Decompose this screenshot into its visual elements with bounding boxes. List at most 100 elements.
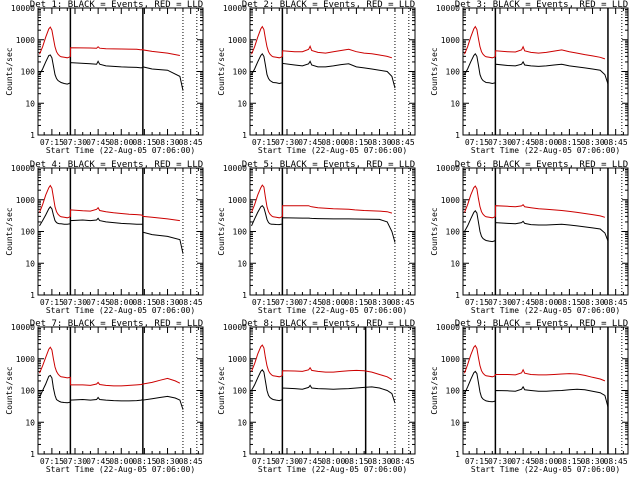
series-line-events xyxy=(464,52,609,85)
y-tick-label: 1 xyxy=(242,131,247,140)
plot-frame xyxy=(37,326,204,455)
x-tick-label: 08:30 xyxy=(367,298,391,307)
y-tick-label: 1000 xyxy=(16,355,35,364)
panel-title: Det 5: BLACK = Events, RED = LLD xyxy=(242,160,415,170)
x-tick-label: 08:00 xyxy=(534,138,558,147)
y-tick-label: 100 xyxy=(21,68,36,77)
x-tick-label: 08:30 xyxy=(580,138,604,147)
y-tick-label: 100 xyxy=(233,387,248,396)
panel-det-6: Det 6: BLACK = Events, RED = LLD 1 10 100 10… xyxy=(430,160,629,315)
x-tick-label: 08:30 xyxy=(367,138,391,147)
y-tick-label: 10000 xyxy=(223,4,247,13)
series-line-events xyxy=(251,369,396,404)
y-axis-label: Counts/sec xyxy=(5,47,14,95)
y-tick-label: 10 xyxy=(450,418,460,427)
x-tick-label: 07:45 xyxy=(511,457,535,466)
plot-frame xyxy=(249,7,416,136)
panel-title: Det 4: BLACK = Events, RED = LLD xyxy=(30,160,203,170)
x-tick-label: 07:45 xyxy=(298,298,322,307)
x-tick-label: 08:15 xyxy=(344,298,368,307)
x-tick-label: 07:30 xyxy=(488,138,512,147)
x-tick-label: 08:45 xyxy=(604,457,628,466)
x-tick-label: 08:15 xyxy=(557,138,581,147)
panel-det-1: Det 1: BLACK = Events, RED = LLD 1 10 100 10… xyxy=(5,0,204,155)
panel-det-3: Det 3: BLACK = Events, RED = LLD 1 10 100 10… xyxy=(430,0,629,155)
x-tick-label: 08:00 xyxy=(321,298,345,307)
x-axis-label: Start Time (22-Aug-05 07:06:00) xyxy=(46,465,195,474)
x-tick-label: 07:15 xyxy=(252,457,276,466)
x-axis-label: Start Time (22-Aug-05 07:06:00) xyxy=(258,465,407,474)
x-tick-label: 08:15 xyxy=(132,298,156,307)
y-tick-label: 10000 xyxy=(223,323,247,332)
plot-frame xyxy=(462,326,629,455)
y-tick-label: 100 xyxy=(21,387,36,396)
panel-det-5: Det 5: BLACK = Events, RED = LLD 1 10 100 10… xyxy=(217,160,416,315)
x-tick-label: 07:15 xyxy=(465,457,489,466)
x-tick-label: 08:00 xyxy=(534,298,558,307)
x-tick-label: 07:15 xyxy=(252,138,276,147)
y-tick-label: 1000 xyxy=(441,36,460,45)
y-axis-label: Counts/sec xyxy=(5,207,14,255)
x-tick-label: 08:45 xyxy=(179,298,203,307)
series-line-lld xyxy=(464,344,606,382)
x-tick-label: 08:45 xyxy=(604,298,628,307)
x-axis-label: Start Time (22-Aug-05 07:06:00) xyxy=(46,146,195,155)
y-axis-label: Counts/sec xyxy=(430,207,439,255)
plot-frame xyxy=(249,326,416,455)
y-tick-label: 10 xyxy=(237,418,247,427)
x-tick-label: 07:45 xyxy=(298,138,322,147)
series-line-events xyxy=(464,210,609,243)
panel-det-2: Det 2: BLACK = Events, RED = LLD 1 10 100 10… xyxy=(217,0,416,155)
x-tick-label: 08:45 xyxy=(179,138,203,147)
y-tick-label: 1 xyxy=(455,131,460,140)
x-tick-label: 07:30 xyxy=(275,138,299,147)
panel-title: Det 8: BLACK = Events, RED = LLD xyxy=(242,319,415,329)
series-line-lld xyxy=(39,346,181,387)
x-tick-label: 07:15 xyxy=(465,138,489,147)
y-tick-label: 10000 xyxy=(436,4,460,13)
plot-frame xyxy=(462,7,629,136)
x-tick-label: 08:00 xyxy=(321,138,345,147)
x-tick-label: 08:15 xyxy=(344,457,368,466)
series-line-events xyxy=(39,374,184,410)
series-line-events xyxy=(464,370,609,408)
y-tick-label: 1 xyxy=(455,291,460,300)
series-line-lld xyxy=(39,184,180,222)
y-tick-label: 1 xyxy=(30,131,35,140)
y-tick-label: 10000 xyxy=(436,164,460,173)
x-tick-label: 07:45 xyxy=(511,138,535,147)
x-tick-label: 08:30 xyxy=(155,457,179,466)
x-tick-label: 08:30 xyxy=(580,298,604,307)
y-tick-label: 100 xyxy=(446,68,461,77)
x-tick-label: 07:30 xyxy=(275,298,299,307)
y-tick-label: 1 xyxy=(242,291,247,300)
x-tick-label: 08:15 xyxy=(557,298,581,307)
x-tick-label: 08:15 xyxy=(344,138,368,147)
series-line-events xyxy=(39,54,184,91)
y-tick-label: 10 xyxy=(25,418,35,427)
y-tick-label: 10000 xyxy=(11,323,35,332)
y-tick-label: 10000 xyxy=(11,4,35,13)
x-tick-label: 08:30 xyxy=(580,457,604,466)
y-tick-label: 1000 xyxy=(441,196,460,205)
y-tick-label: 1000 xyxy=(16,36,35,45)
x-tick-label: 07:30 xyxy=(63,457,87,466)
plot-frame xyxy=(249,167,416,296)
y-tick-label: 10000 xyxy=(223,164,247,173)
x-tick-label: 08:45 xyxy=(604,138,628,147)
series-line-events xyxy=(39,205,184,254)
series-line-lld xyxy=(464,185,606,219)
x-tick-label: 07:45 xyxy=(86,457,110,466)
x-tick-label: 08:00 xyxy=(109,298,133,307)
x-tick-label: 07:30 xyxy=(488,457,512,466)
plot-frame xyxy=(37,7,204,136)
panel-title: Det 3: BLACK = Events, RED = LLD xyxy=(455,0,628,10)
y-tick-label: 1000 xyxy=(228,36,247,45)
x-axis-label: Start Time (22-Aug-05 07:06:00) xyxy=(46,306,195,315)
x-tick-label: 07:30 xyxy=(488,298,512,307)
panel-title: Det 6: BLACK = Events, RED = LLD xyxy=(455,160,628,170)
panel-title: Det 9: BLACK = Events, RED = LLD xyxy=(455,319,628,329)
y-axis-label: Counts/sec xyxy=(217,47,226,95)
y-tick-label: 100 xyxy=(21,228,36,237)
